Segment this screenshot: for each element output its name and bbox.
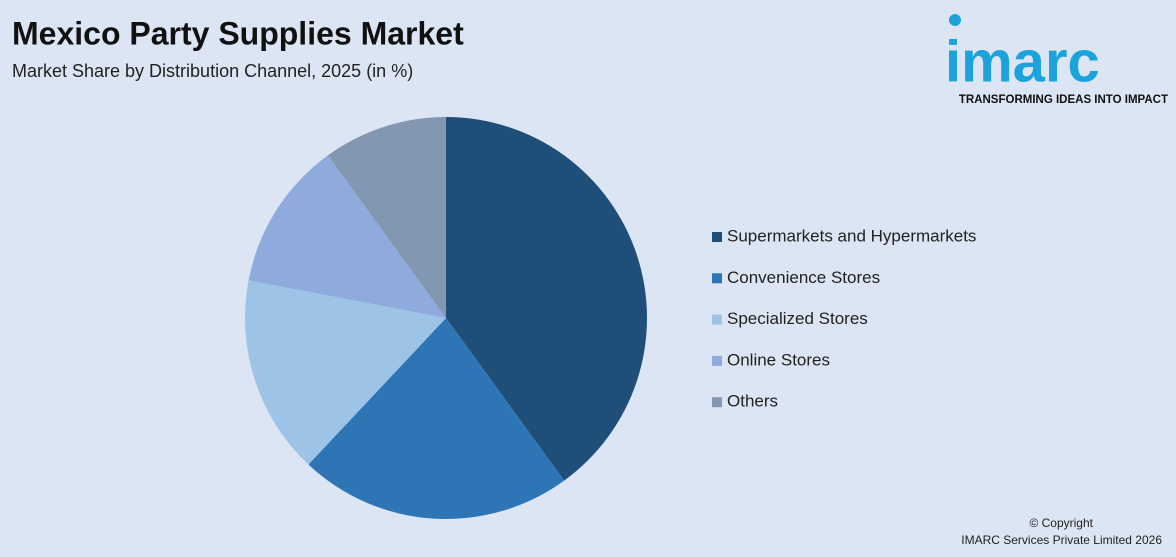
pie-slice [248,155,446,318]
company: IMARC Services Private Limited 2026 [961,533,1162,547]
legend-swatch [712,273,722,284]
legend-swatch [712,232,722,242]
pie-slice [308,318,565,519]
legend-label: Online Stores [727,350,830,369]
copyright: © Copyright [1029,516,1093,530]
chart-title: Mexico Party Supplies Market [12,15,464,51]
logo-tagline: TRANSFORMING IDEAS INTO IMPACT [959,94,1168,106]
chart-subtitle: Market Share by Distribution Channel, 20… [12,61,413,81]
pie-slice [327,117,446,318]
pie-slice [446,117,647,481]
logo-name: imarc [945,29,1100,94]
legend-label: Convenience Stores [727,268,880,287]
legend-swatch [712,397,722,408]
legend-swatch [712,314,722,325]
legend-swatch [712,355,722,366]
legend-label: Others [727,392,778,411]
pie-slice [245,280,446,465]
legend-label: Supermarkets and Hypermarkets [727,226,976,245]
logo-dot [949,14,961,26]
legend-label: Specialized Stores [727,309,868,328]
